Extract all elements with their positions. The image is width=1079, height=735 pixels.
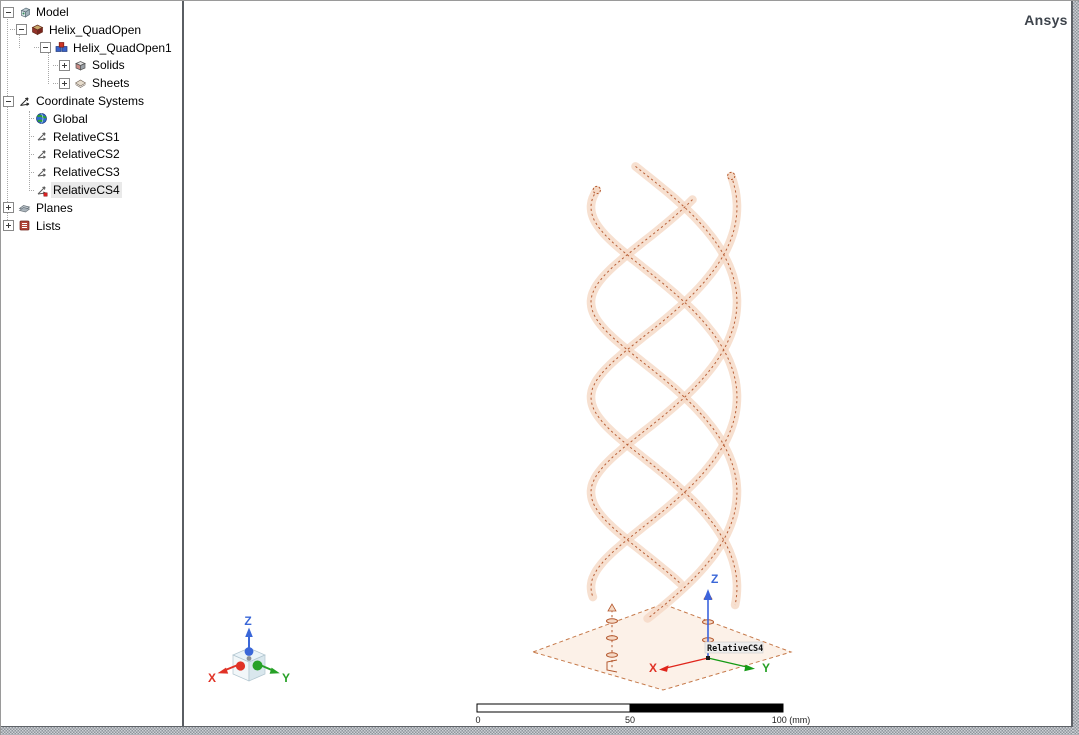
relative-cs-active-icon xyxy=(35,184,48,197)
tree-item-global[interactable]: Global xyxy=(29,110,90,128)
tree-item-relativecs4[interactable]: RelativeCS4 xyxy=(29,181,122,199)
relative-cs-icon xyxy=(35,130,48,143)
tree-item-relativecs3[interactable]: RelativeCS3 xyxy=(29,163,122,181)
tree-item-label[interactable]: Global xyxy=(53,111,88,126)
collapse-minus-icon[interactable] xyxy=(16,24,27,36)
lists-icon xyxy=(18,219,31,232)
tree-connector-line xyxy=(7,17,8,226)
collapse-minus-icon[interactable] xyxy=(3,95,14,107)
triad-z-ball xyxy=(244,647,254,656)
tree-item-model[interactable]: Model xyxy=(3,3,71,21)
tree-connector-line xyxy=(19,34,20,48)
helix-model xyxy=(586,162,742,623)
tree-item-relativecs2[interactable]: RelativeCS2 xyxy=(29,145,122,163)
tree-connector-line xyxy=(48,50,49,84)
3d-viewport[interactable]: Ansys X Y Z RelativeCS4 xyxy=(184,1,1071,726)
orientation-triad: X Y Z xyxy=(208,614,290,685)
triad-z-label: Z xyxy=(244,614,251,628)
scale-tick-0: 0 xyxy=(475,715,480,725)
solids-icon xyxy=(74,59,87,72)
tree-item-sheets[interactable]: Sheets xyxy=(53,74,131,92)
ansys-logo: Ansys xyxy=(1024,12,1068,28)
globe-icon xyxy=(35,112,48,125)
scale-tick-50: 50 xyxy=(625,715,635,725)
model-icon xyxy=(18,6,31,19)
tree-item-solids[interactable]: Solids xyxy=(53,56,127,74)
triad-x-label: X xyxy=(208,671,216,685)
svg-text:RelativeCS4: RelativeCS4 xyxy=(707,643,763,654)
tree-item-helix-quadopen1[interactable]: Helix_QuadOpen1 xyxy=(34,39,174,57)
cs4-z-label: Z xyxy=(711,572,718,586)
triad-x-arrowhead xyxy=(217,667,229,674)
tree-item-lists[interactable]: Lists xyxy=(3,217,63,235)
triad-y-ball xyxy=(252,660,263,671)
tree-item-label[interactable]: Coordinate Systems xyxy=(36,94,145,108)
triad-x-ball xyxy=(235,661,246,671)
collapse-minus-icon[interactable] xyxy=(3,6,14,18)
cs4-x-arrowhead xyxy=(659,665,669,672)
expand-plus-icon[interactable] xyxy=(59,77,70,89)
modeler-tree-panel[interactable]: Model Helix_QuadOpen Helix_QuadOpen1 Solids… xyxy=(1,1,184,726)
tree-item-coordinate-systems[interactable]: Coordinate Systems xyxy=(3,92,146,110)
cs4-y-arrowhead xyxy=(744,664,755,672)
component-instance-icon xyxy=(55,41,68,54)
cs4-y-label: Y xyxy=(762,661,770,675)
tree-item-helix-quadopen[interactable]: Helix_QuadOpen xyxy=(10,21,143,39)
cs4-x-label: X xyxy=(649,661,657,675)
coordinate-systems-icon xyxy=(18,95,31,108)
tree-item-label[interactable]: Helix_QuadOpen xyxy=(49,22,142,37)
window-right-edge xyxy=(1071,1,1073,727)
cs4-z-arrowhead xyxy=(703,589,713,600)
expand-plus-icon[interactable] xyxy=(3,202,14,214)
tree-item-planes[interactable]: Planes xyxy=(3,199,75,217)
component-icon xyxy=(31,23,44,36)
expand-plus-icon[interactable] xyxy=(3,220,14,232)
window-bottom-edge xyxy=(1,726,1073,727)
tree-item-label[interactable]: Lists xyxy=(36,218,61,233)
tree-item-label[interactable]: Solids xyxy=(92,58,125,73)
cs4-axes: X Y Z RelativeCS4 xyxy=(649,572,770,675)
triad-center-ball xyxy=(246,656,252,661)
sheets-icon xyxy=(74,77,87,90)
scale-tick-100: 100 (mm) xyxy=(772,715,811,725)
tree-item-label[interactable]: RelativeCS1 xyxy=(53,129,120,144)
tree-item-relativecs1[interactable]: RelativeCS1 xyxy=(29,128,122,146)
triad-y-arrowhead xyxy=(269,667,280,674)
tree-item-label[interactable]: RelativeCS2 xyxy=(53,147,120,162)
cs4-origin-marker xyxy=(706,656,710,660)
tree-item-label[interactable]: RelativeCS3 xyxy=(53,165,120,180)
tree-item-label[interactable]: RelativeCS4 xyxy=(51,182,122,198)
window-bottom-frame xyxy=(1,727,1079,735)
relative-cs-icon xyxy=(35,166,48,179)
window-right-frame xyxy=(1073,1,1079,735)
ground-plane xyxy=(531,603,793,691)
scale-bar: 0 50 100 (mm) xyxy=(475,703,811,725)
cs4-name-tag: RelativeCS4 xyxy=(704,641,763,654)
planes-icon xyxy=(18,201,31,214)
expand-plus-icon[interactable] xyxy=(59,59,70,71)
tree-item-label[interactable]: Planes xyxy=(36,200,73,215)
collapse-minus-icon[interactable] xyxy=(40,42,51,54)
tree-item-label[interactable]: Sheets xyxy=(92,76,130,91)
triad-y-label: Y xyxy=(282,671,290,685)
tree-item-label[interactable]: Helix_QuadOpen1 xyxy=(73,40,172,55)
tree-item-label[interactable]: Model xyxy=(36,5,69,19)
viewport-area[interactable]: Ansys X Y Z RelativeCS4 xyxy=(184,1,1071,726)
triad-z-arrowhead xyxy=(245,627,253,637)
relative-cs-icon xyxy=(35,148,48,161)
